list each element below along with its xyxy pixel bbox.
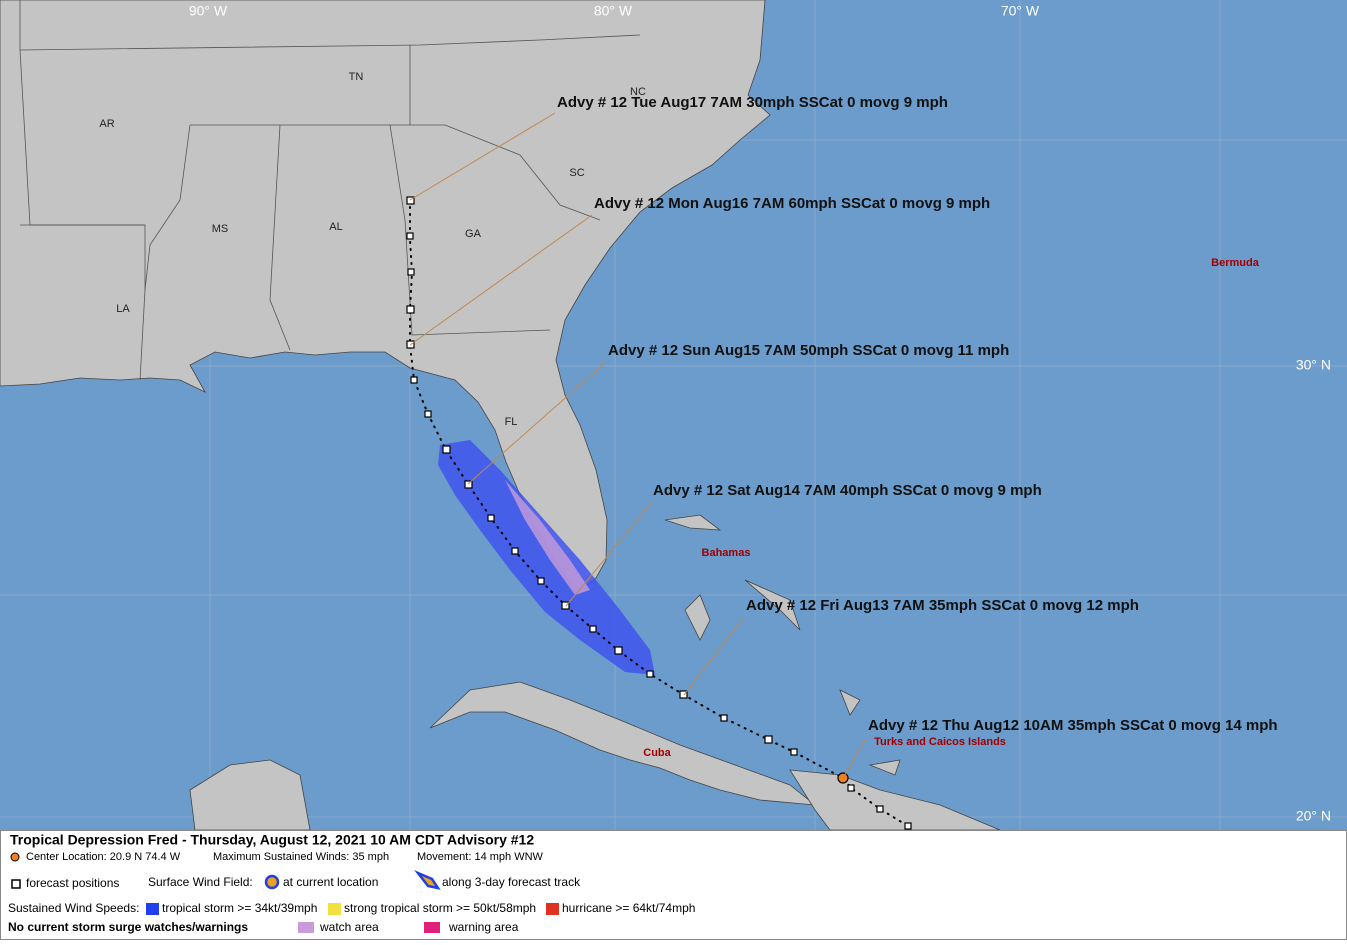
latitude-label: 20° N <box>1296 808 1331 824</box>
max-winds: Maximum Sustained Winds: 35 mph <box>213 851 389 863</box>
state-label: AL <box>329 221 342 233</box>
state-label: AR <box>99 118 114 130</box>
legend-storm-surge: No current storm surge watches/warnings <box>8 920 248 934</box>
movement: Movement: 14 mph WNW <box>417 851 544 863</box>
legend-wind-field: Surface Wind Field: <box>148 875 253 889</box>
advisory-label: Advy # 12 Sun Aug15 7AM 50mph SSCat 0 mo… <box>608 342 1009 359</box>
center-location: Center Location: 20.9 N 74.4 W <box>26 851 181 863</box>
advisory-label: Advy # 12 Thu Aug12 10AM 35mph SSCat 0 m… <box>868 717 1278 734</box>
legend-hurricane: hurricane >= 64kt/74mph <box>562 901 695 915</box>
longitude-label: 80° W <box>594 3 633 19</box>
land <box>0 0 1001 831</box>
place-label: Bahamas <box>702 547 751 559</box>
place-label: Turks and Caicos Islands <box>874 736 1006 748</box>
legend-strong-tropical-storm: strong tropical storm >= 50kt/58mph <box>344 901 536 915</box>
wind-field <box>438 440 655 675</box>
place-label: Bermuda <box>1211 257 1260 269</box>
legend-watch: watch area <box>319 920 379 934</box>
state-label: TN <box>349 71 364 83</box>
state-label: SC <box>569 167 584 179</box>
longitude-label: 90° W <box>189 3 228 19</box>
state-label: FL <box>505 416 518 428</box>
state-label: GA <box>465 228 482 240</box>
legend-wind-speeds: Sustained Wind Speeds: <box>8 901 139 915</box>
legend-title: Tropical Depression Fred - Thursday, Aug… <box>10 832 534 848</box>
latitude-label: 30° N <box>1296 357 1331 373</box>
legend-forecast-positions: forecast positions <box>26 876 119 890</box>
state-borders <box>19 0 641 381</box>
state-label: LA <box>116 303 130 315</box>
state-label: NC <box>630 86 646 98</box>
advisory-label: Advy # 12 Mon Aug16 7AM 60mph SSCat 0 mo… <box>594 195 990 212</box>
forecast-track <box>409 199 909 827</box>
state-label: MS <box>212 223 229 235</box>
legend: Tropical Depression Fred - Thursday, Aug… <box>0 830 1347 940</box>
longitude-label: 70° W <box>1001 3 1040 19</box>
advisory-label: Advy # 12 Tue Aug17 7AM 30mph SSCat 0 mo… <box>557 94 948 111</box>
advisory-label: Advy # 12 Sat Aug14 7AM 40mph SSCat 0 mo… <box>653 482 1042 499</box>
legend-warning: warning area <box>448 920 519 934</box>
legend-track: along 3-day forecast track <box>442 875 581 889</box>
watch-area <box>505 480 590 595</box>
leaders <box>409 112 867 779</box>
legend-current: at current location <box>283 875 378 889</box>
legend-tropical-storm: tropical storm >= 34kt/39mph <box>162 901 317 915</box>
advisory-label: Advy # 12 Fri Aug13 7AM 35mph SSCat 0 mo… <box>746 597 1139 614</box>
place-label: Cuba <box>643 747 671 759</box>
